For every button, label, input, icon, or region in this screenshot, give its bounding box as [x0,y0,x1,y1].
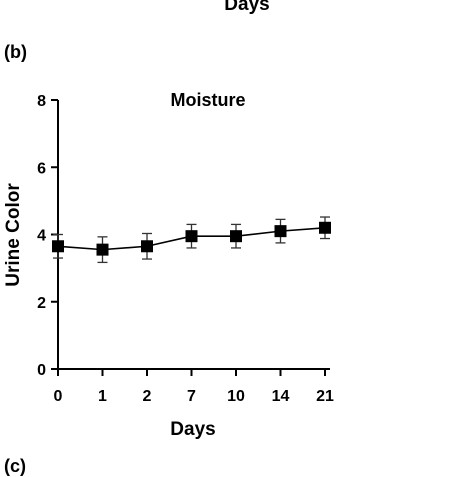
x-tick-label: 21 [316,388,334,405]
y-tick-label: 2 [37,295,46,312]
data-point [230,230,242,243]
y-axis-title: Urine Color [3,183,24,287]
chart-title: Moisture [170,90,245,110]
x-tick-label: 14 [272,388,290,405]
previous-panel-x-axis-title: Days [224,0,270,15]
y-tick-label: 8 [37,93,46,110]
data-point [185,230,198,243]
data-point [52,240,64,253]
data-point [141,240,153,253]
x-tick-label: 0 [54,388,63,405]
x-axis-title: Days [170,419,215,440]
x-tick-label: 2 [143,388,152,405]
y-tick-label: 4 [37,228,46,245]
x-tick-label: 1 [98,388,107,405]
data-point [274,225,287,238]
x-tick-label: 7 [187,388,196,405]
y-tick-label: 0 [37,362,46,379]
chart-marks [52,216,331,264]
data-point [96,243,109,256]
data-point [319,221,331,234]
y-tick-label: 6 [37,160,46,177]
x-tick-label: 10 [227,388,245,405]
panel-b-label: (b) [4,42,27,62]
panel-c-label: (c) [4,456,26,476]
chart-axes: 0 2 4 6 8 0 1 2 7 10 14 21 [37,93,334,405]
